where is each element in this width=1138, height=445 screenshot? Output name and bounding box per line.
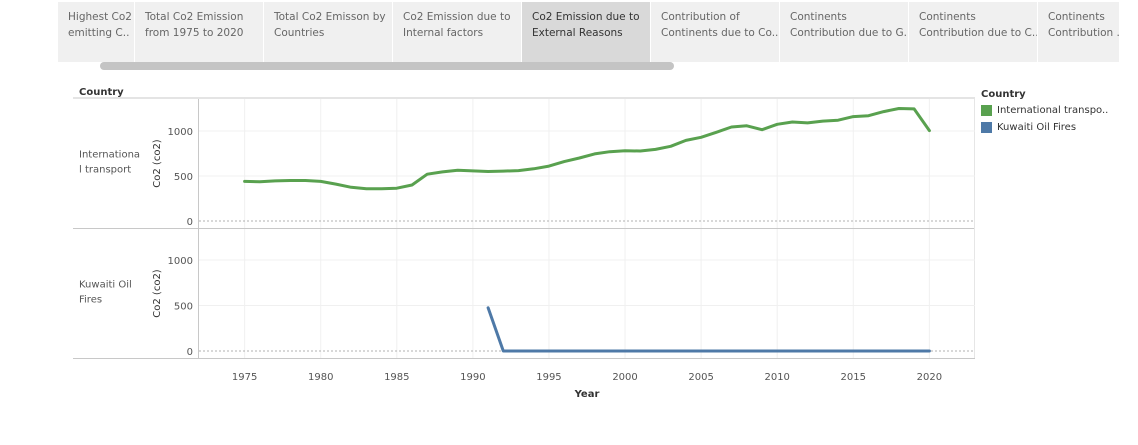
color-legend: Country International transpo.. Kuwaiti … [981,89,1108,136]
legend-swatch [981,122,992,133]
x-tick-label: 2005 [688,372,713,383]
x-tick-label: 1990 [460,372,485,383]
tab-highest-co2-emitting[interactable]: Highest Co2 emitting C.. [58,2,135,62]
y-axis-title: Co2 (co2) [152,139,163,188]
row-label: Internationa [79,150,140,161]
tab-label-line2: emitting C.. [68,27,130,39]
tab-label-line1: Total Co2 Emisson by [274,11,386,23]
y-tick-label: 0 [187,347,193,358]
row-header-label: Country [79,87,124,98]
y-tick-label: 0 [187,217,193,228]
tab-label-line2: External Reasons [532,27,623,39]
row-label: l transport [79,165,131,176]
x-tick-label: 2010 [764,372,789,383]
tab-label-line1: Co2 Emission due to [403,11,511,23]
tab-label-line1: Continents [790,11,847,23]
tab-label-line1: Continents [919,11,976,23]
x-tick-label: 2015 [841,372,866,383]
tab-continents-contribution-g[interactable]: Continents Contribution due to G.. [780,2,909,62]
tab-continents-contribution-c[interactable]: Continents Contribution due to C.. [909,2,1038,62]
series-line [243,107,931,191]
tab-total-co2-by-countries[interactable]: Total Co2 Emisson by Countries [264,2,393,62]
tab-label-line2: Continents due to Co.. [661,27,779,39]
tab-label-line2: Contribution .. [1048,27,1120,39]
legend-item-international-transport[interactable]: International transpo.. [981,102,1108,119]
tab-label-line1: Highest Co2 [68,11,132,23]
tab-internal-factors[interactable]: Co2 Emission due to Internal factors [393,2,522,62]
tab-label-line1: Continents [1048,11,1105,23]
sheet-tab-bar: Highest Co2 emitting C.. Total Co2 Emissi… [0,0,1138,62]
legend-label: International transpo.. [997,105,1109,116]
tab-label-line1: Co2 Emission due to [532,11,640,23]
x-tick-label: 1975 [232,372,257,383]
legend-swatch [981,105,992,116]
y-tick-label: 500 [174,172,193,183]
x-axis-title: Year [574,389,600,400]
tab-continents-contribution[interactable]: Continents Contribution .. [1038,2,1120,62]
tab-label-line1: Contribution of [661,11,740,23]
y-tick-label: 1000 [168,256,193,267]
tab-label-line2: Internal factors [403,27,484,39]
row-label: Fires [79,295,102,306]
legend-item-kuwaiti-oil-fires[interactable]: Kuwaiti Oil Fires [981,119,1108,136]
legend-title: Country [981,89,1026,100]
tab-scrollbar[interactable] [100,62,674,70]
tab-external-reasons[interactable]: Co2 Emission due to External Reasons [522,2,651,62]
tab-total-co2-emission[interactable]: Total Co2 Emission from 1975 to 2020 [135,2,264,62]
series-line [486,306,931,353]
tab-label-line1: Total Co2 Emission [145,11,244,23]
tab-label-line2: from 1975 to 2020 [145,27,244,39]
y-axis-title: Co2 (co2) [152,269,163,318]
x-tick-label: 2020 [917,372,942,383]
tab-label-line2: Contribution due to G.. [790,27,909,39]
tab-label-line2: Countries [274,27,325,39]
tab-continents-contribution-co[interactable]: Contribution of Continents due to Co.. [651,2,780,62]
tab-label-line2: Contribution due to C.. [919,27,1038,39]
x-tick-label: 1985 [384,372,409,383]
legend-label: Kuwaiti Oil Fires [997,122,1077,133]
y-tick-label: 500 [174,302,193,313]
x-tick-label: 2000 [612,372,637,383]
row-label: Kuwaiti Oil [79,280,132,291]
y-tick-label: 1000 [168,127,193,138]
x-tick-label: 1995 [536,372,561,383]
x-tick-label: 1980 [308,372,333,383]
